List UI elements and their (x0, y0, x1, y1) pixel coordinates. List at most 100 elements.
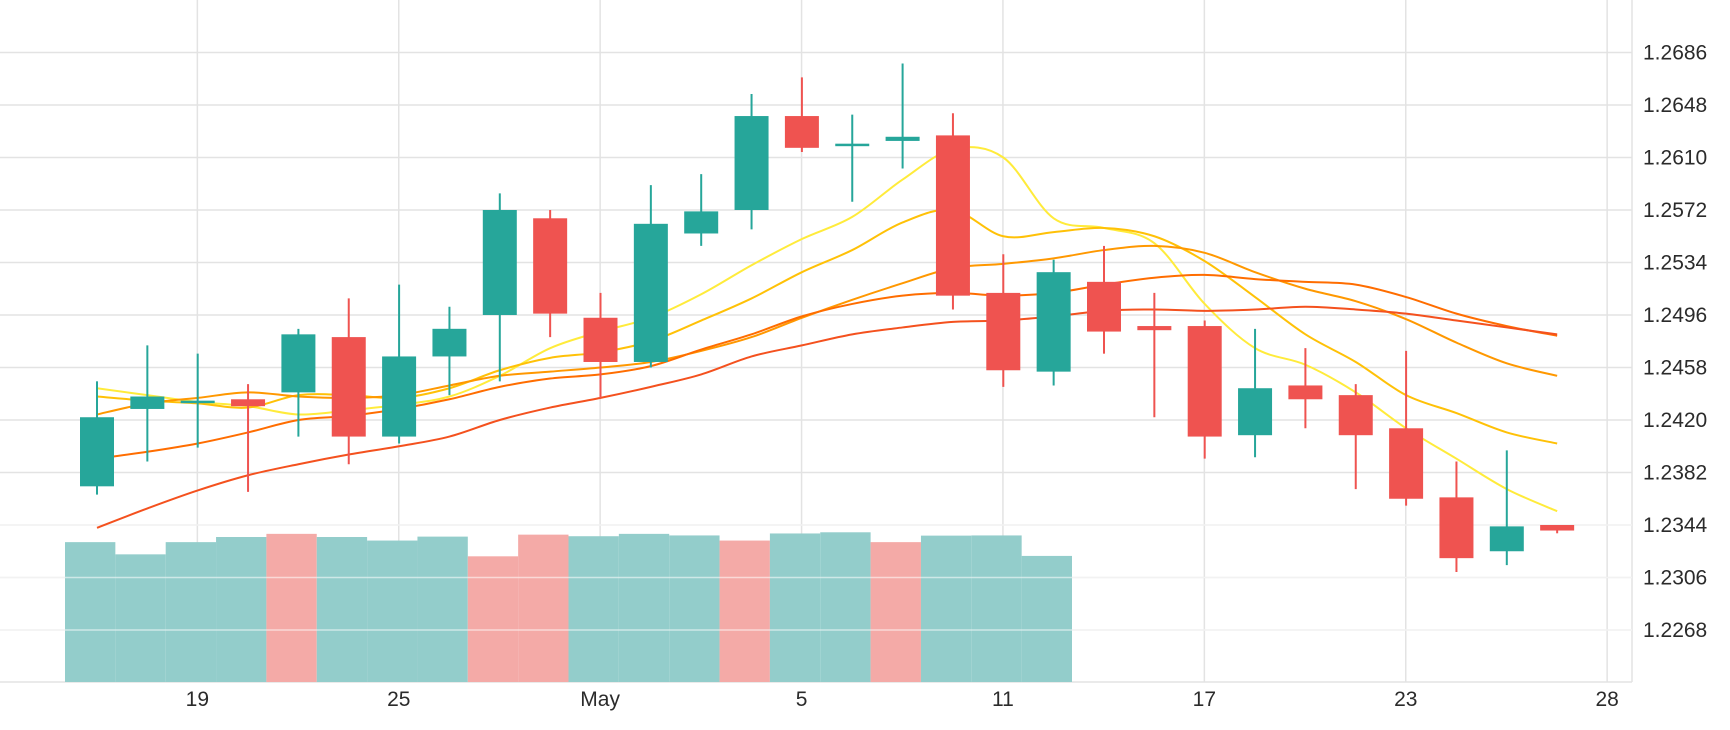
candle (1338, 384, 1373, 490)
volume-bar (367, 540, 418, 682)
candle-body (180, 400, 215, 404)
candle (734, 93, 769, 230)
candle (1489, 450, 1524, 566)
candle-body (1288, 385, 1323, 400)
candle (533, 210, 568, 338)
volume-bar (115, 554, 166, 682)
candle (835, 114, 870, 202)
candle (1036, 259, 1071, 386)
price-tick-label: 1.2648 (1643, 94, 1707, 117)
candles (80, 63, 1575, 572)
volume-bar (417, 536, 468, 682)
price-tick-label: 1.2534 (1643, 252, 1708, 275)
date-tick-label: 25 (387, 688, 410, 711)
volume-bar (216, 537, 267, 682)
candle-body (1439, 497, 1474, 559)
volume-bar (518, 534, 569, 682)
candle (331, 298, 366, 465)
volume-bar (971, 535, 1022, 682)
candle-body (1389, 428, 1424, 499)
price-tick-label: 1.2268 (1643, 619, 1707, 642)
candle-body (130, 396, 165, 409)
candle-body (231, 399, 266, 407)
volume-bar (870, 542, 921, 682)
candle-body (633, 223, 668, 362)
candle (935, 113, 970, 310)
volume-bar (669, 535, 720, 682)
volume-bar (65, 542, 116, 682)
candle (1288, 348, 1323, 429)
candle (583, 292, 618, 398)
date-tick-label: 5 (796, 688, 808, 711)
candle-body (1087, 281, 1121, 332)
candle-body (80, 417, 114, 487)
volume-bar (820, 532, 871, 682)
date-tick-label: 11 (992, 688, 1014, 711)
price-tick-label: 1.2306 (1643, 567, 1707, 590)
candle-body (1137, 326, 1172, 331)
candle-body (432, 328, 467, 357)
candle-body (1187, 326, 1222, 437)
candle (80, 381, 114, 495)
candle (1439, 461, 1474, 572)
candle (1540, 525, 1575, 534)
candle-body (583, 317, 618, 362)
price-tick-label: 1.2344 (1643, 514, 1708, 537)
candle (1238, 328, 1273, 458)
date-tick-label: 19 (186, 688, 209, 711)
candle (231, 384, 266, 492)
date-tick-label: 23 (1394, 688, 1417, 711)
volume-bar (467, 556, 519, 682)
price-tick-label: 1.2458 (1643, 357, 1707, 380)
moving-average-line-2 (96, 208, 1558, 445)
candle-body (1338, 395, 1373, 436)
price-tick-label: 1.2572 (1643, 199, 1707, 222)
candle-body (734, 116, 769, 210)
candle (130, 345, 165, 462)
candle (482, 193, 517, 382)
candle-body (382, 356, 417, 437)
date-tick-label: 17 (1193, 688, 1216, 711)
date-axis: 19 25 May 5 11 17 23 28 (186, 688, 1619, 711)
candle-body (281, 334, 316, 393)
price-tick-label: 1.2496 (1643, 304, 1707, 327)
moving-average-line-5 (96, 305, 1558, 529)
candle (885, 63, 920, 169)
volume-bar (719, 540, 770, 682)
price-tick-label: 1.2686 (1643, 42, 1707, 65)
candle (1087, 245, 1121, 354)
volume-bar (920, 535, 972, 682)
candle (432, 306, 467, 396)
candle-body (935, 135, 970, 296)
date-tick-label: May (580, 688, 620, 711)
candle-body (331, 337, 366, 437)
candle-body (482, 210, 517, 315)
candle-body (1036, 272, 1071, 372)
candle-body (684, 211, 719, 234)
candle (382, 284, 417, 444)
candle-body (533, 218, 568, 314)
candle (784, 77, 819, 152)
candle-body (1489, 526, 1524, 552)
volume-bar (316, 537, 368, 682)
date-tick-label: 28 (1595, 688, 1618, 711)
candle (281, 328, 316, 437)
moving-average-line-3 (96, 244, 1558, 416)
candle-body (835, 143, 870, 147)
volume-bar (1021, 555, 1072, 682)
candle (986, 254, 1021, 387)
volume-bars (0, 524, 1632, 682)
candle-body (784, 116, 819, 148)
candle (684, 174, 719, 246)
candle-body (1238, 388, 1273, 436)
volume-bar (165, 542, 217, 682)
candle (180, 353, 215, 448)
candle (1389, 350, 1424, 506)
candle (1137, 292, 1172, 418)
price-tick-label: 1.2610 (1643, 147, 1707, 170)
candle-body (885, 136, 920, 141)
candle-body (986, 292, 1021, 371)
volume-bar (618, 533, 670, 682)
